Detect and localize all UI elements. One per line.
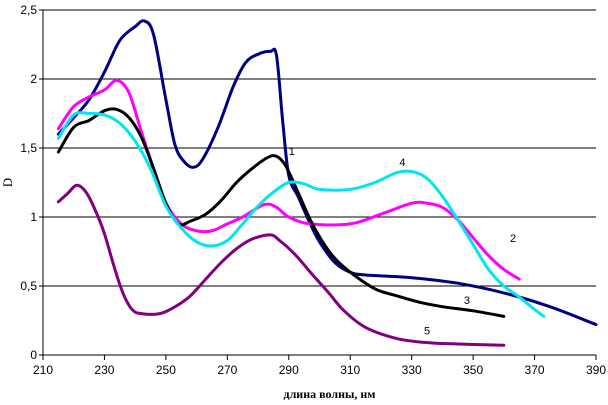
x-tick-label: 270: [217, 363, 237, 377]
series-annotations: 1 2 3 4 5: [289, 146, 516, 337]
y-tick-labels: 0 0,5 1 1,5 2 2,5: [20, 3, 37, 362]
x-tick-label: 350: [463, 363, 483, 377]
axes: [39, 9, 597, 360]
x-tick-label: 290: [279, 363, 299, 377]
x-tick-label: 230: [94, 363, 114, 377]
x-tick-label: 210: [33, 363, 53, 377]
y-tick-label: 2,5: [20, 3, 37, 17]
series-annotation: 1: [289, 146, 295, 158]
y-tick-label: 0,5: [20, 279, 37, 293]
x-tick-label: 390: [586, 363, 606, 377]
series-lines: [56, 19, 598, 347]
x-tick-label: 370: [525, 363, 545, 377]
y-axis-label: D: [0, 178, 15, 187]
series-line-4: [56, 111, 546, 318]
series-line-5: [56, 183, 506, 347]
series-line-1: [56, 19, 598, 327]
y-tick-label: 2: [30, 72, 37, 86]
series-annotation: 4: [399, 157, 405, 169]
series-line-3: [56, 107, 506, 318]
y-tick-label: 1: [30, 210, 37, 224]
series-annotation: 3: [464, 295, 470, 307]
y-tick-label: 0: [30, 348, 37, 362]
x-tick-labels: 210 230 250 270 290 310 330 350 370 390: [33, 363, 606, 377]
series-annotation: 2: [510, 233, 516, 245]
x-tick-label: 330: [402, 363, 422, 377]
x-tick-label: 250: [156, 363, 176, 377]
series-annotation: 5: [424, 325, 430, 337]
x-tick-label: 310: [340, 363, 360, 377]
x-axis-label: длина волны, нм: [284, 387, 376, 401]
y-tick-label: 1,5: [20, 141, 37, 155]
